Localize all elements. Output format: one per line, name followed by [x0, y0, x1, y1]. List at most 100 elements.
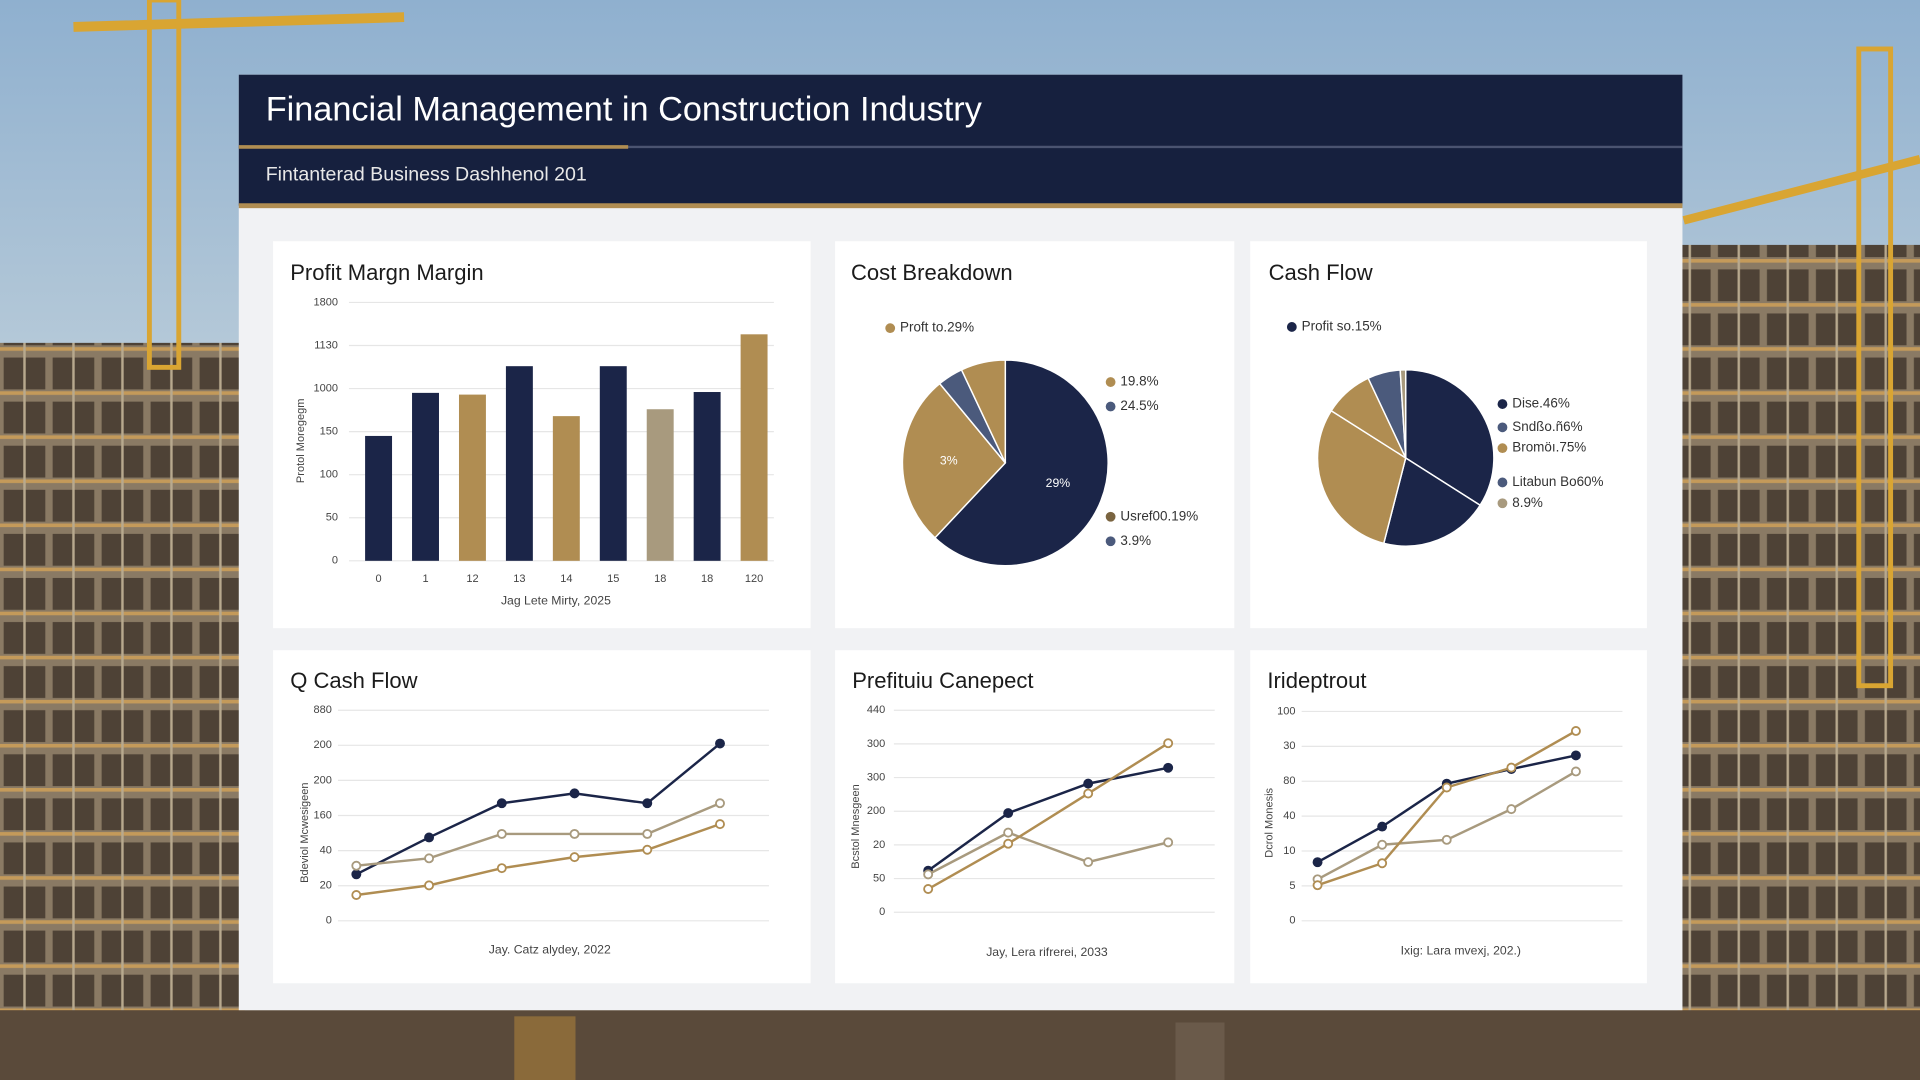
y-tick-label: 1130 [314, 339, 338, 351]
point [1003, 827, 1014, 838]
point [424, 880, 435, 891]
point [642, 828, 653, 839]
y-tick-label: 440 [867, 704, 885, 716]
point [1377, 821, 1388, 832]
bar [599, 366, 627, 561]
y-axis-label: Dcrol Monesis [1264, 787, 1276, 857]
y-axis-label: Bdeviol Mcwesigeen [299, 782, 311, 882]
point [1570, 726, 1581, 736]
legend-label: 8.9% [1512, 495, 1543, 510]
point [1506, 804, 1517, 815]
point [1163, 762, 1174, 773]
legend-label: 3.9% [1120, 533, 1151, 548]
legend-marker [1105, 401, 1116, 412]
legend-label: Bromöı.75% [1512, 440, 1586, 455]
legend-marker [1497, 498, 1508, 509]
pie-slice [1399, 369, 1407, 459]
point [1083, 857, 1094, 868]
y-tick-label: 20 [320, 880, 332, 892]
legend-label: 24.5% [1120, 398, 1158, 413]
bar [365, 435, 393, 561]
point [1506, 762, 1517, 773]
header-bar [238, 74, 1683, 206]
legend-marker [1497, 399, 1508, 409]
x-axis-label: Ixig: Lara mvexj, 202.) [1401, 944, 1521, 958]
point [1570, 750, 1581, 761]
line [927, 742, 1169, 891]
point [715, 819, 725, 830]
point [351, 869, 362, 880]
point [1570, 766, 1581, 777]
legend-marker [1497, 443, 1508, 454]
y-tick-label: 100 [320, 469, 338, 481]
point [569, 828, 580, 839]
pie-slice [960, 359, 1007, 464]
chart-title: Cash Flow [1269, 260, 1373, 285]
legend-label: Sndßo.ñ6% [1512, 419, 1582, 434]
point [351, 860, 362, 871]
y-tick-label: 100 [1277, 705, 1295, 717]
legend-label: Usref00.19% [1120, 508, 1198, 523]
page-title: Financial Management in Construction Ind… [266, 90, 983, 128]
chart-title: Profit Margn Margin [290, 260, 483, 285]
bar [505, 366, 533, 561]
point [1441, 834, 1452, 845]
point [424, 832, 435, 843]
x-axis-label: Jag Lete Mirty, 2025 [501, 593, 611, 607]
card [273, 650, 811, 984]
legend-marker [1105, 511, 1116, 522]
y-tick-label: 0 [326, 915, 332, 927]
y-tick-label: 1000 [313, 382, 338, 394]
y-tick-label: 80 [1283, 775, 1295, 787]
point [1083, 778, 1094, 789]
page-subtitle: Fintanterad Business Dashhenol 201 [266, 163, 587, 185]
point [424, 853, 435, 864]
bar [552, 416, 580, 561]
point [715, 738, 725, 749]
pie-slice [901, 382, 1007, 539]
legend-label: Proft to.29% [900, 320, 974, 335]
bar [693, 392, 721, 561]
legend-label: Dise.46% [1512, 396, 1570, 411]
y-tick-label: 40 [320, 845, 332, 857]
legend-label: Litabun Bo60% [1512, 474, 1603, 489]
pie-slice [1382, 456, 1482, 547]
y-tick-label: 0 [879, 906, 885, 918]
legend-marker [1105, 536, 1116, 547]
x-tick-label: 12 [466, 573, 478, 585]
y-tick-label: 200 [313, 739, 331, 751]
y-axis-label: Bcstol Mnesgeen [850, 784, 862, 868]
point [1312, 857, 1323, 868]
card [1250, 650, 1647, 984]
y-tick-label: 5 [1289, 880, 1295, 892]
line [927, 831, 1169, 876]
bar [740, 334, 768, 561]
legend-marker [1497, 477, 1508, 488]
chart-title: Irideptrout [1267, 668, 1366, 693]
x-axis-label: Jay, Lera rifrerei, 2033 [986, 945, 1108, 959]
legend-marker [1497, 422, 1508, 433]
point [569, 852, 580, 863]
point [569, 788, 580, 799]
header-rule [238, 203, 1683, 209]
y-tick-label: 300 [867, 771, 885, 783]
y-tick-label: 20 [873, 839, 885, 851]
y-tick-label: 300 [867, 738, 885, 750]
point [1377, 858, 1388, 869]
y-tick-label: 200 [313, 774, 331, 786]
point [642, 798, 653, 809]
x-tick-label: 14 [560, 573, 572, 585]
line [355, 742, 721, 876]
y-tick-label: 30 [1283, 740, 1295, 752]
slice-label: 3% [940, 453, 958, 467]
y-tick-label: 160 [313, 809, 331, 821]
x-tick-label: 120 [745, 573, 763, 585]
point [1003, 808, 1014, 819]
y-tick-label: 150 [320, 426, 338, 438]
chart-title: Prefituiu Canepect [852, 668, 1033, 693]
point [1377, 839, 1388, 850]
point [715, 798, 725, 809]
slice-label: 29% [1046, 476, 1071, 490]
y-tick-label: 50 [326, 512, 338, 524]
